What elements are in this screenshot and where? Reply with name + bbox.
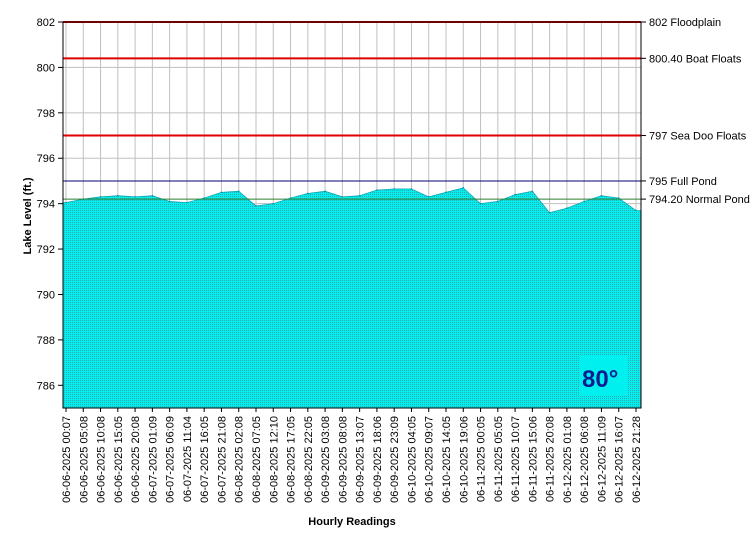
data-point (531, 190, 534, 192)
data-point (255, 205, 257, 207)
x-tick-label: 06-08-2025 22:05 (303, 416, 315, 503)
data-point (272, 202, 275, 205)
x-tick-label: 06-12-2025 01:08 (562, 416, 574, 503)
data-point (427, 196, 430, 198)
series-area (62, 187, 642, 409)
y-axis: 786 788 790 792 794 796 798 800 802 (37, 17, 63, 392)
x-tick-label: 06-09-2025 03:08 (320, 416, 332, 503)
data-point (445, 191, 447, 194)
data-point (479, 202, 482, 205)
x-tick-label: 06-07-2025 01:09 (147, 416, 159, 503)
x-tick-label: 06-10-2025 09:07 (424, 416, 436, 503)
y-axis-title: Lake Level (ft.) (22, 177, 34, 254)
data-point (203, 197, 205, 199)
x-tick-label: 06-10-2025 14:05 (441, 416, 453, 503)
level-area (62, 187, 642, 409)
data-point (410, 188, 413, 190)
x-tick-label: 06-08-2025 02:08 (234, 416, 246, 503)
x-tick-label: 06-12-2025 06:08 (579, 416, 591, 503)
data-point (117, 194, 119, 197)
x-tick-label: 06-12-2025 11:09 (597, 416, 609, 502)
x-tick-label: 06-09-2025 13:07 (355, 416, 367, 503)
reference-label: 795 Full Pond (649, 176, 717, 188)
data-point (566, 207, 568, 209)
reference-label: 797 Sea Doo Floats (649, 131, 747, 143)
x-tick-label: 06-09-2025 18:06 (372, 416, 384, 503)
data-point (462, 187, 465, 189)
x-tick-label: 06-09-2025 23:09 (389, 416, 401, 503)
x-tick-label: 06-11-2025 05:05 (493, 416, 505, 502)
x-tick-label: 06-07-2025 16:05 (199, 416, 211, 503)
x-tick-label: 06-10-2025 19:06 (458, 416, 470, 503)
x-tick-label: 06-07-2025 21:08 (217, 416, 229, 503)
x-tick-label: 06-09-2025 08:08 (337, 416, 349, 503)
y-tick-label: 788 (37, 335, 55, 347)
x-tick-label: 06-11-2025 15:06 (527, 416, 539, 502)
data-point (548, 211, 551, 214)
data-point (237, 190, 240, 192)
x-tick-label: 06-12-2025 21:28 (631, 416, 643, 503)
data-point (583, 200, 585, 203)
data-point (600, 194, 603, 197)
x-tick-label: 06-06-2025 00:07 (61, 416, 73, 503)
data-point (497, 200, 499, 203)
data-point (617, 197, 620, 199)
x-tick-label: 06-08-2025 17:05 (286, 416, 298, 503)
x-axis-title: Hourly Readings (308, 516, 395, 528)
x-tick-label: 06-07-2025 11:04 (182, 416, 194, 502)
data-point (151, 194, 154, 197)
data-point (134, 196, 136, 198)
x-tick-label: 06-11-2025 00:05 (476, 416, 488, 502)
data-point (99, 196, 102, 198)
temperature-badge: 80° (580, 356, 628, 396)
data-point (358, 194, 361, 197)
reference-label: 802 Floodplain (649, 17, 721, 29)
x-tick-label: 06-06-2025 15:05 (113, 416, 125, 503)
data-point (514, 193, 516, 196)
data-point (393, 188, 396, 190)
x-tick-label: 06-07-2025 06:09 (165, 416, 177, 503)
reference-label: 794.20 Normal Pond (649, 194, 750, 206)
y-tick-label: 792 (37, 244, 55, 256)
x-tick-label: 06-06-2025 10:08 (96, 416, 108, 503)
x-tick-label: 06-08-2025 07:05 (251, 416, 263, 503)
reference-label: 800.40 Boat Floats (649, 53, 742, 65)
x-tick-label: 06-08-2025 12:10 (268, 416, 280, 503)
data-point (65, 201, 67, 204)
x-axis: 06-06-2025 00:07 06-06-2025 05:08 06-06-20… (61, 408, 643, 503)
y-tick-label: 796 (37, 153, 55, 165)
x-tick-label: 06-12-2025 16:07 (614, 416, 626, 503)
y-tick-label: 802 (37, 17, 55, 29)
data-point (168, 200, 171, 203)
x-tick-label: 06-06-2025 20:08 (130, 416, 142, 503)
y-tick-label: 786 (37, 380, 55, 392)
x-tick-label: 06-10-2025 04:05 (407, 416, 419, 503)
x-tick-label: 06-06-2025 05:08 (78, 416, 90, 503)
data-point (289, 197, 292, 199)
data-point (635, 209, 637, 212)
x-tick-label: 06-11-2025 20:08 (545, 416, 557, 502)
data-point (220, 191, 223, 194)
x-tick-label: 06-11-2025 10:07 (510, 416, 522, 502)
y-tick-label: 794 (37, 199, 55, 211)
y-tick-label: 798 (37, 108, 55, 120)
data-point (376, 189, 378, 191)
reference-lines: 802 Floodplain 800.40 Boat Floats 797 Sea … (63, 17, 750, 206)
y-tick-label: 800 (37, 62, 55, 74)
y-tick-label: 790 (37, 289, 55, 301)
temperature-readout: 80° (582, 366, 618, 393)
data-point (186, 201, 188, 204)
temperature-box (580, 356, 628, 396)
data-point (307, 192, 309, 195)
data-point (341, 196, 344, 198)
data-point (324, 190, 326, 192)
